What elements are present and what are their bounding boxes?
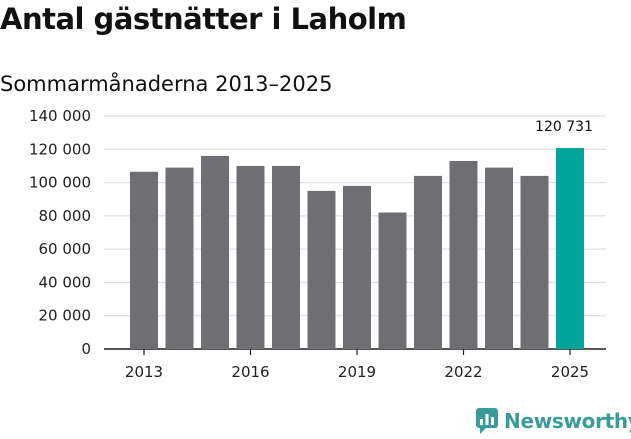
y-tick-label: 140 000	[29, 107, 91, 125]
data-labels: 120 731	[535, 119, 593, 135]
brand-name: Newsworthy	[504, 409, 631, 433]
x-tick-label: 2019	[338, 363, 376, 381]
bar-2023	[485, 167, 513, 349]
y-tick-label: 80 000	[39, 207, 92, 225]
y-tick-label: 0	[81, 340, 91, 358]
bar-2018	[307, 190, 336, 349]
x-tick-label: 2016	[231, 363, 269, 381]
bar-2025	[556, 148, 584, 349]
data-label: 120 731	[535, 119, 593, 135]
bar-2024	[520, 175, 549, 349]
newsworthy-logo-icon	[476, 408, 498, 434]
bar-2016	[236, 165, 265, 349]
bar-2020	[378, 212, 407, 349]
x-tick-label: 2022	[444, 363, 482, 381]
bar-2019	[343, 185, 371, 349]
bar-2015	[201, 155, 229, 349]
x-tick-label: 2013	[125, 363, 163, 381]
bar-2013	[130, 171, 158, 349]
x-tick-label: 2025	[551, 363, 589, 381]
bars	[130, 148, 584, 349]
bar-2022	[449, 160, 478, 349]
y-tick-label: 120 000	[29, 140, 91, 158]
chart-subtitle: Sommarmånaderna 2013–2025	[0, 72, 333, 96]
bar-2014	[165, 167, 194, 349]
brand: Newsworthy	[476, 408, 631, 434]
x-axis-ticks: 2013 2016 2019 2022 2025	[125, 349, 589, 381]
chart-title: Antal gästnätter i Laholm	[0, 2, 407, 36]
bar-chart: 0 20 000 40 000 60 000 80 000 100 000 120 000 1…	[29, 107, 606, 381]
y-tick-label: 40 000	[39, 273, 92, 291]
y-tick-label: 20 000	[39, 307, 92, 325]
bar-2017	[272, 165, 300, 349]
bar-2021	[414, 175, 442, 349]
y-tick-label: 60 000	[39, 240, 92, 258]
y-axis-ticks: 0 20 000 40 000 60 000 80 000 100 000 120 000 1…	[29, 107, 91, 358]
y-tick-label: 100 000	[29, 174, 91, 192]
